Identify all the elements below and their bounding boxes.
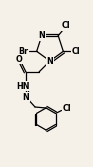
Text: Cl: Cl: [62, 104, 71, 113]
Text: N: N: [23, 93, 29, 102]
Text: N: N: [38, 31, 45, 40]
Text: Br: Br: [19, 47, 29, 56]
Text: N: N: [47, 56, 53, 65]
Text: Cl: Cl: [62, 21, 71, 30]
Text: Cl: Cl: [72, 47, 81, 56]
Text: O: O: [16, 54, 22, 63]
Text: HN: HN: [16, 81, 30, 91]
